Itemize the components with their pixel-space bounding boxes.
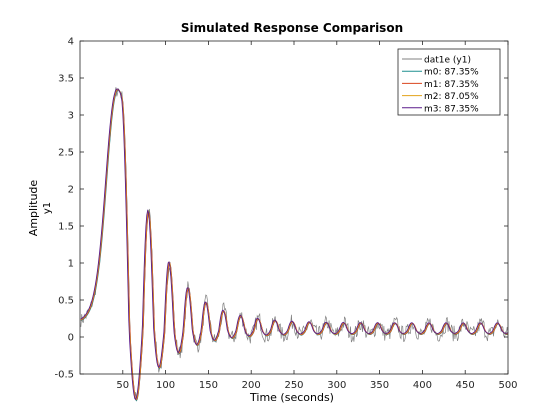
- y-tick-label: 3.5: [58, 74, 74, 85]
- legend-label-1: m0: 87.35%: [424, 68, 479, 78]
- x-tick-label: 50: [116, 380, 129, 391]
- legend: dat1e (y1) m0: 87.35% m1: 87.35% m2: 87.05%…: [397, 48, 501, 116]
- y-tick-label: 2: [68, 185, 74, 196]
- x-tick-label: 100: [156, 380, 175, 391]
- y-tick-label: 0: [68, 333, 74, 344]
- y-tick-label: 2.5: [58, 148, 74, 159]
- legend-box: [397, 48, 501, 116]
- y-tick-label: 1: [68, 259, 74, 270]
- series-layer: [80, 87, 509, 402]
- axes-layer: 50 100 150 200 250 300 350 400 450 500 -0.5 0 0.5 1 1.…: [54, 37, 517, 392]
- x-tick-label: 250: [284, 380, 303, 391]
- legend-label-3: m2: 87.05%: [424, 92, 479, 102]
- y-tick-label: 4: [68, 37, 74, 48]
- y-axis-sublabel: y1: [42, 202, 53, 214]
- series-line-4: [80, 88, 509, 401]
- x-tick-label: 400: [413, 380, 432, 391]
- y-tick-label: 1.5: [58, 222, 74, 233]
- x-tick-label: 200: [242, 380, 261, 391]
- legend-label-2: m1: 87.35%: [424, 80, 479, 90]
- x-axis-label: Time (seconds): [249, 391, 334, 404]
- y-tick-label: 0.5: [58, 296, 74, 307]
- x-tick-label: 300: [327, 380, 346, 391]
- y-tick-label: -0.5: [54, 370, 74, 381]
- chart-title: Simulated Response Comparison: [181, 21, 403, 35]
- y-axis-label: Amplitude: [27, 180, 40, 237]
- x-tick-label: 500: [498, 380, 517, 391]
- legend-label-0: dat1e (y1): [424, 56, 471, 66]
- x-tick-label: 150: [199, 380, 218, 391]
- x-tick-label: 350: [370, 380, 389, 391]
- y-tick-label: 3: [68, 111, 74, 122]
- legend-label-4: m3: 87.35%: [424, 104, 479, 114]
- x-tick-label: 450: [456, 380, 475, 391]
